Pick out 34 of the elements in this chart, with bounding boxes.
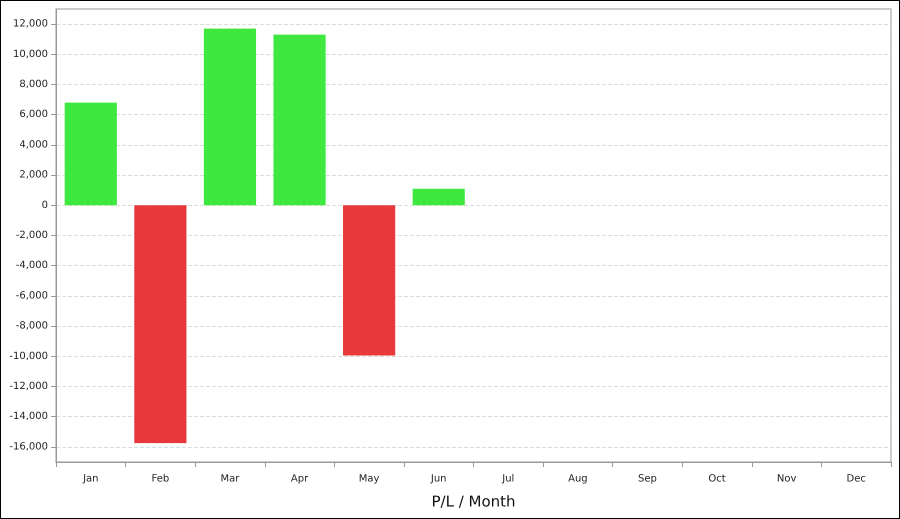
y-tick-label: 12,000 — [13, 18, 48, 30]
bar — [273, 34, 326, 206]
x-tick-label: Feb — [152, 474, 170, 484]
bar — [134, 205, 186, 444]
y-tick-label: -14,000 — [9, 411, 48, 422]
x-tick-label: Jul — [501, 474, 514, 484]
bar — [204, 28, 256, 206]
y-tick-label: 6,000 — [19, 109, 48, 120]
y-tick-label: -2,000 — [16, 230, 48, 241]
y-tick-label: 4,000 — [19, 139, 48, 150]
x-tick-label: Mar — [220, 474, 240, 484]
x-tick-label: Nov — [776, 474, 796, 484]
x-tick-label: Aug — [568, 474, 588, 484]
y-tick-label: -16,000 — [9, 441, 48, 452]
y-tick-label: -8,000 — [16, 320, 48, 332]
y-tick-label: 0 — [42, 200, 48, 211]
bar — [412, 188, 465, 206]
y-tick-label: 10,000 — [13, 48, 48, 60]
y-tick-label: -12,000 — [9, 381, 48, 392]
x-tick-label: Apr — [290, 474, 310, 484]
y-tick-label: -10,000 — [9, 350, 48, 362]
x-tick-label: May — [358, 474, 380, 484]
x-tick-label: Dec — [846, 474, 866, 484]
bar — [343, 205, 396, 356]
x-tick-label: Sep — [638, 474, 657, 484]
x-axis-title: P/L / Month — [431, 492, 516, 510]
y-tick-label: -6,000 — [16, 290, 48, 302]
bar — [64, 102, 117, 206]
y-tick-label: 8,000 — [19, 79, 48, 90]
x-tick-label: Jan — [82, 474, 99, 484]
x-tick-label: Oct — [708, 474, 726, 484]
y-tick-label: 2,000 — [19, 170, 48, 181]
x-tick-label: Jun — [430, 474, 447, 484]
y-tick-label: -4,000 — [16, 260, 48, 272]
